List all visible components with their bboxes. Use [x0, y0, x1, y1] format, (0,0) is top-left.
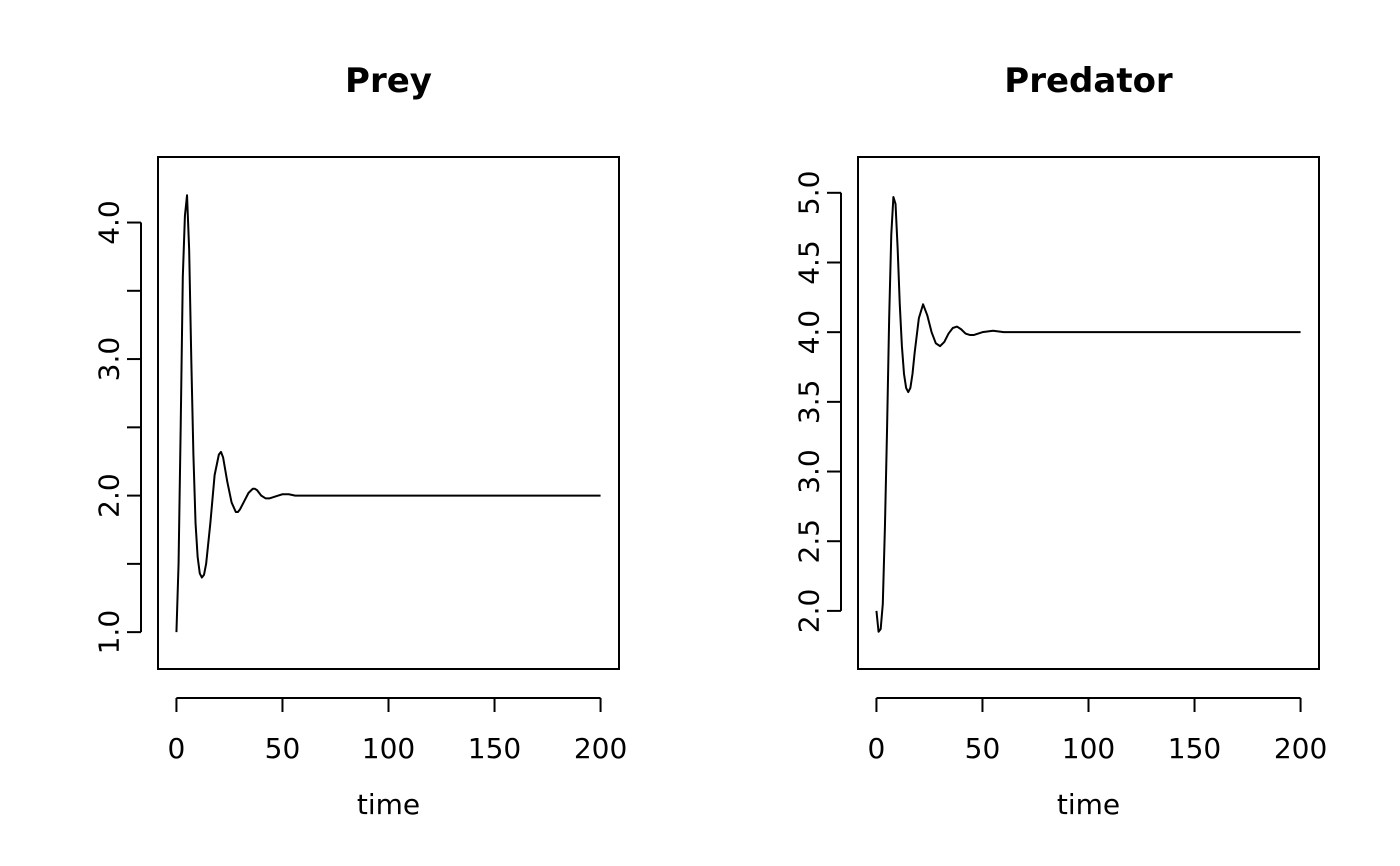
predator-y-axis: 2.0 2.5 3.0 3.5 4.0 4.5 5.0 [793, 171, 842, 634]
prey-x-tick-label: 0 [168, 732, 186, 765]
prey-x-tick-label: 50 [265, 732, 301, 765]
predator-series-line [875, 195, 1301, 633]
prey-y-tick-label: 3.0 [93, 337, 126, 382]
prey-x-tick-label: 150 [468, 732, 521, 765]
predator-y-tick-label: 3.0 [793, 449, 826, 494]
predator-y-tick-label: 2.5 [793, 519, 826, 564]
prey-x-axis: 0 50 100 150 200 [168, 697, 627, 765]
predator-y-tick-label: 4.5 [793, 240, 826, 285]
predator-plot-frame [857, 156, 1320, 670]
prey-title: Prey [345, 61, 432, 101]
predator-y-tick-label: 3.5 [793, 380, 826, 425]
predator-x-tick-label: 50 [965, 732, 1001, 765]
predator-x-tick-label: 150 [1168, 732, 1221, 765]
prey-x-axis-label: time [357, 788, 420, 821]
predator-x-axis-label: time [1057, 788, 1120, 821]
predator-x-axis: 0 50 100 150 200 [868, 697, 1327, 765]
predator-x-tick-label: 100 [1062, 732, 1115, 765]
predator-x-tick-label: 0 [868, 732, 886, 765]
predator-x-tick-label: 200 [1274, 732, 1327, 765]
prey-y-tick-label: 2.0 [93, 473, 126, 518]
prey-x-tick-label: 200 [574, 732, 627, 765]
prey-plot-frame [157, 156, 620, 670]
prey-y-tick-label: 4.0 [93, 200, 126, 245]
prey-y-tick-label: 1.0 [93, 610, 126, 655]
predator-y-tick-label: 2.0 [793, 589, 826, 634]
predator-y-tick-label: 4.0 [793, 310, 826, 355]
prey-series-line [175, 194, 601, 633]
prey-x-tick-label: 100 [362, 732, 415, 765]
predator-panel: Predator 0 50 100 150 200 2.0 2.5 3.0 3.5 4.0 4.5… [793, 61, 1328, 821]
prey-y-axis: 1.0 2.0 3.0 4.0 [93, 200, 142, 654]
predator-y-tick-label: 5.0 [793, 171, 826, 216]
prey-panel: Prey 0 50 100 150 200 1.0 2.0 3.0 4.0 time [93, 61, 628, 821]
predator-title: Predator [1004, 61, 1173, 101]
